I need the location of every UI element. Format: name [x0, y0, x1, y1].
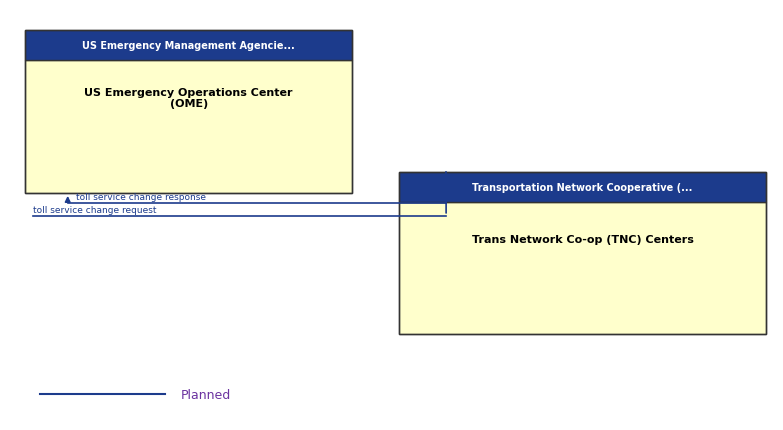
Text: toll service change request: toll service change request [33, 205, 156, 214]
Bar [399, 202, 766, 335]
Text: Trans Network Co-op (TNC) Centers: Trans Network Co-op (TNC) Centers [471, 234, 694, 244]
Bar [25, 61, 352, 194]
Text: US Emergency Management Agencie...: US Emergency Management Agencie... [82, 41, 295, 51]
Bar [399, 172, 766, 335]
Text: US Emergency Operations Center
(OME): US Emergency Operations Center (OME) [85, 88, 293, 109]
Bar [25, 31, 352, 194]
Text: toll service change response: toll service change response [75, 192, 205, 201]
Bar [399, 172, 766, 202]
Bar [25, 31, 352, 61]
Text: Planned: Planned [181, 388, 231, 401]
Text: Transportation Network Cooperative (...: Transportation Network Cooperative (... [472, 182, 693, 192]
